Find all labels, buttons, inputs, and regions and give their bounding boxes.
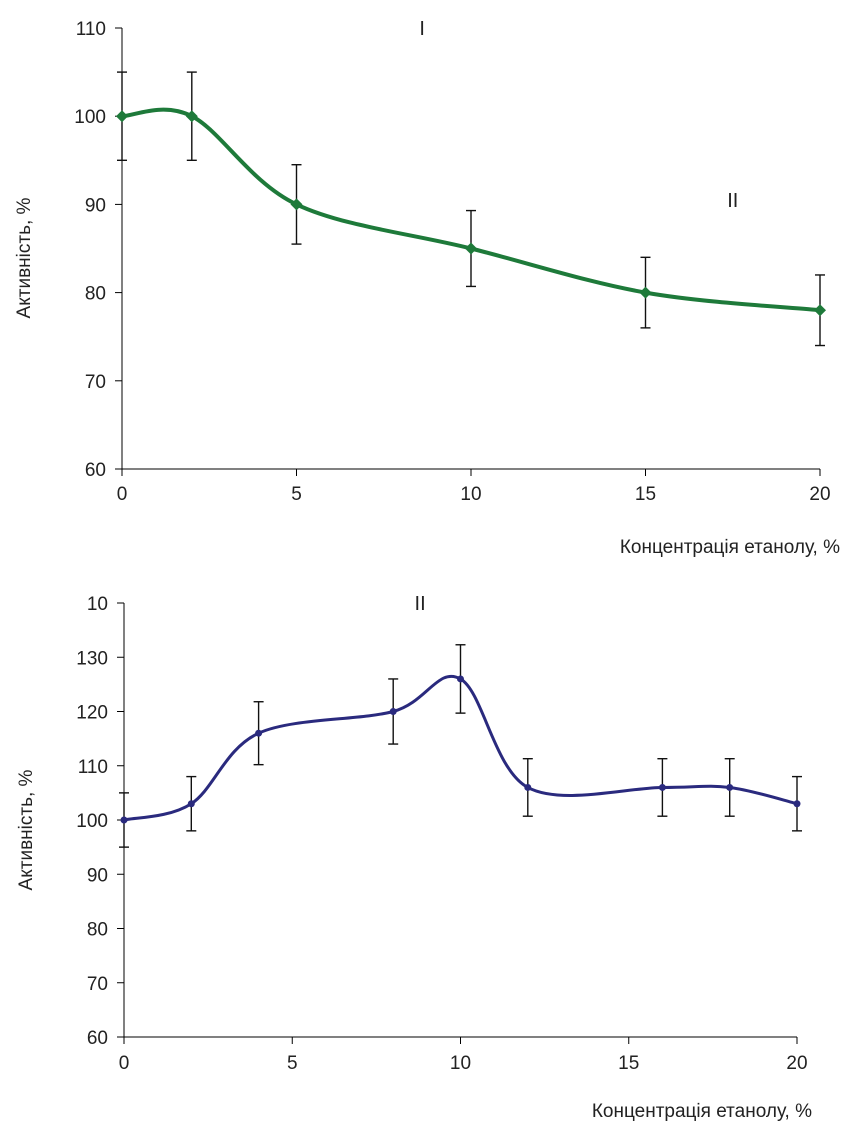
data-point <box>465 242 477 255</box>
y-tick-label: 90 <box>87 865 108 886</box>
curve-annotation: I <box>419 18 425 40</box>
data-point <box>255 729 263 737</box>
y-tick-label: 110 <box>78 757 108 778</box>
y-tick-label: 100 <box>76 811 108 832</box>
data-point <box>793 800 801 808</box>
y-tick-label: 70 <box>85 372 106 393</box>
y-tick-label: 60 <box>87 1028 108 1049</box>
y-tick-label: 60 <box>85 460 106 481</box>
x-tick-label: 20 <box>786 1053 807 1074</box>
y-tick-label: 90 <box>85 195 106 216</box>
data-point <box>185 110 198 123</box>
curve-annotation: II <box>415 593 426 615</box>
data-point <box>187 800 195 808</box>
data-point <box>814 304 826 317</box>
data-point <box>389 708 397 715</box>
y-tick-label: 100 <box>74 107 106 128</box>
x-tick-label: 10 <box>450 1053 471 1074</box>
activity-chart-top: 60 70 80 90 100 110 0 5 10 15 20 Концентрація етано… <box>14 18 840 558</box>
data-point <box>726 783 734 791</box>
x-axis-label: Концентрація етанолу, % <box>620 537 840 558</box>
y-tick-label: 120 <box>76 703 108 724</box>
data-point <box>457 675 464 683</box>
data-point <box>290 198 303 211</box>
x-tick-label: 20 <box>809 484 830 505</box>
y-tick-label: 10 <box>87 594 108 615</box>
x-tick-label: 15 <box>635 484 656 505</box>
x-tick-label: 0 <box>119 1053 130 1074</box>
y-tick-label: 80 <box>85 284 106 305</box>
x-tick-label: 0 <box>117 484 128 505</box>
y-tick-label: 130 <box>76 648 108 669</box>
y-axis-label: Активність, % <box>14 197 35 318</box>
x-tick-label: 5 <box>291 484 302 505</box>
data-point <box>658 783 666 791</box>
data-point <box>524 783 532 791</box>
data-point <box>120 816 128 824</box>
y-axis-label: Активність, % <box>16 769 37 890</box>
data-point <box>116 110 128 123</box>
y-tick-label: 80 <box>87 920 108 941</box>
x-tick-label: 15 <box>618 1053 639 1074</box>
x-tick-label: 5 <box>287 1053 298 1074</box>
y-tick-label: 110 <box>76 19 106 40</box>
x-tick-label: 10 <box>460 484 481 505</box>
y-tick-label: 70 <box>87 974 108 995</box>
data-point <box>639 286 652 299</box>
curve-annotation: II <box>727 190 738 212</box>
x-axis-label: Концентрація етанолу, % <box>592 1101 812 1122</box>
